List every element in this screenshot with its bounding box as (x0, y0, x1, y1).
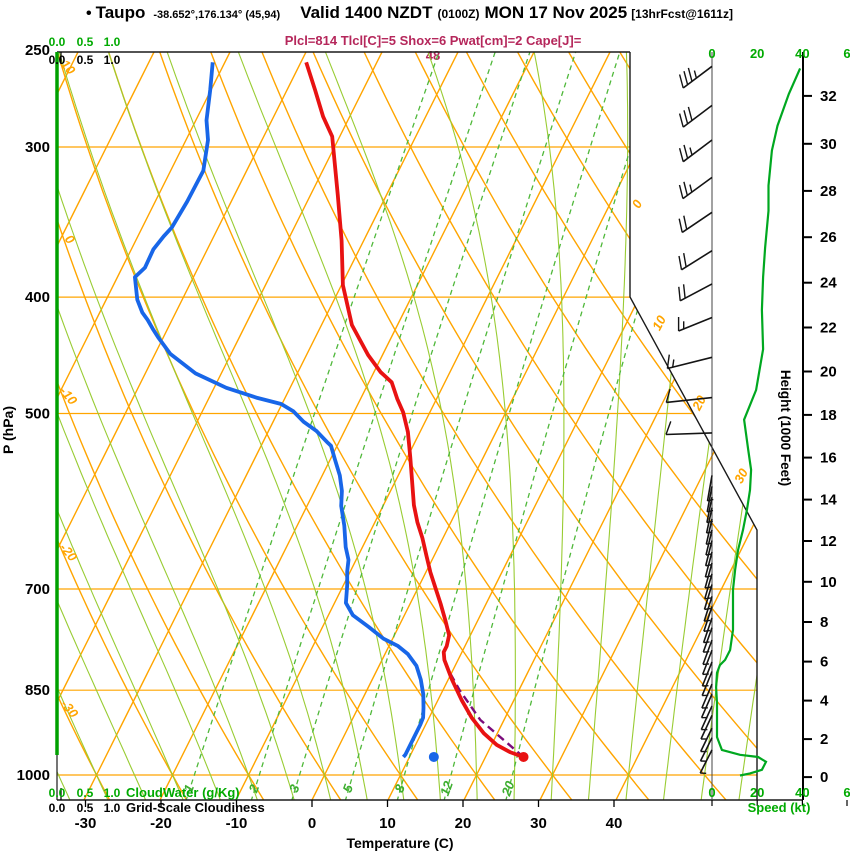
height-tick-label: 18 (820, 407, 837, 424)
mixing-ratio-label: 3 (286, 782, 303, 795)
height-tick-label: 20 (820, 364, 837, 381)
speed-tick-top: 40 (795, 46, 809, 61)
speed-axis-title: Speed (kt) (748, 800, 811, 815)
height-tick-label: 22 (820, 319, 837, 336)
height-tick-label: 8 (820, 614, 828, 631)
pressure-tick-label: 400 (25, 289, 50, 306)
height-tick-label: 28 (820, 183, 837, 200)
height-tick-label: 2 (820, 731, 828, 748)
pressure-tick-label: 1000 (17, 767, 50, 784)
valid-time: Valid 1400 NZDT (300, 3, 433, 22)
cloudwater-scale-top: 1.0 (104, 35, 121, 49)
surface-dewpoint-dot (428, 751, 439, 762)
cloudiness-scale-bottom: 1.0 (104, 801, 121, 815)
dry-adiabat-label: -30 (58, 697, 82, 722)
cloudwater-scale-bottom: 0.0 (49, 786, 66, 800)
speed-tick-top: 20 (750, 46, 764, 61)
height-tick-label: 10 (820, 574, 837, 591)
cloudiness-scale-top: 1.0 (104, 53, 121, 67)
wind-speed-curve (714, 67, 802, 777)
wind-barbs (665, 65, 714, 774)
pressure-tick-label: 300 (25, 139, 50, 156)
speed-tick-bottom: 6 (843, 785, 850, 800)
cloudiness-scale-top: 0.0 (49, 53, 66, 67)
speed-tick-bottom: 20 (750, 785, 764, 800)
isotherm-boundary-label: 30 (731, 465, 751, 485)
forecast-tag: [13hrFcst@1611z] (631, 7, 733, 21)
speed-tick-top: 6 (843, 46, 850, 61)
speed-tick-bottom: 40 (795, 785, 809, 800)
parcel-path (443, 659, 525, 758)
temperature-tick-label: -20 (150, 815, 172, 832)
surface-dots (428, 751, 529, 762)
temperature-tick-label: 30 (530, 815, 547, 832)
dewpoint-curve (133, 62, 426, 759)
pressure-tick-label: 700 (25, 581, 50, 598)
pressure-tick-label: 850 (25, 682, 50, 699)
mixing-ratio-label: 20 (498, 778, 518, 798)
height-tick-label: 16 (820, 450, 837, 467)
temperature-tick-label: -10 (226, 815, 248, 832)
cloudwater-scale-bottom: 1.0 (104, 786, 121, 800)
station-name: Taupo (95, 3, 146, 22)
height-axis-title: Height (1000 Feet) (778, 370, 793, 486)
cloudiness-scale-top: 0.5 (77, 53, 94, 67)
height-tick-label: 0 (820, 769, 828, 786)
mixing-ratio-label: 5 (339, 782, 356, 795)
height-tick-label: 12 (820, 533, 837, 550)
chart-title: • Taupo -38.652°,176.134° (45,94) Valid 140… (86, 3, 733, 23)
temperature-tick-label: 10 (379, 815, 396, 832)
temperature-tick-label: 20 (455, 815, 472, 832)
pressure-tick-label: 250 (25, 42, 50, 59)
height-tick-label: 6 (820, 654, 828, 671)
height-tick-label: 4 (820, 693, 829, 710)
cloudwater-scale-top: 0.5 (77, 35, 94, 49)
surface-temp-dot (518, 751, 529, 762)
dry-adiabat-label: -10 (57, 384, 81, 409)
dewpoint (133, 62, 426, 759)
height-tick-label: 24 (820, 275, 837, 292)
temperature (304, 61, 525, 759)
temperature-curve (304, 61, 525, 759)
station-coords: -38.652°,176.134° (45,94) (153, 9, 281, 21)
cloudwater-scale-top: 0.0 (49, 35, 66, 49)
cloudwater-axis-title: CloudWater (g/Kg) (126, 785, 240, 800)
height-tick-label: 32 (820, 88, 837, 105)
temperature-tick-label: 40 (606, 815, 623, 832)
speed-tick-top: 0 (708, 46, 715, 61)
cloudiness-scale-bottom: 0.5 (77, 801, 94, 815)
height-tick-label: 14 (820, 492, 837, 509)
height-tick-label: 26 (820, 229, 837, 246)
cloudiness-axis-title: Grid-Scale Cloudiness (126, 800, 265, 815)
temperature-tick-label: -30 (75, 815, 97, 832)
speed-tick-bottom: 0 (708, 785, 715, 800)
valid-utc: (0100Z) (437, 7, 480, 21)
temperature-axis-title: Temperature (C) (346, 835, 453, 851)
cloudiness-scale-bottom: 0.0 (49, 801, 66, 815)
pressure-tick-label: 500 (25, 405, 50, 422)
temperature-tick-label: 0 (308, 815, 316, 832)
plot-borders (56, 51, 804, 801)
pressure-axis-title: P (hPa) (0, 406, 16, 454)
thermo-grid (57, 52, 757, 800)
mixing-ratio-label: 12 (437, 778, 456, 797)
valid-date: MON 17 Nov 2025 (484, 3, 628, 22)
cloudwater-scale-bottom: 0.5 (77, 786, 94, 800)
station-bullet-icon: • (86, 5, 92, 22)
mixing-ratio-label: 1 (180, 782, 197, 794)
parcel (443, 659, 525, 758)
height-tick-label: 30 (820, 136, 837, 153)
isotherm-boundary-label: 0 (629, 196, 646, 210)
wind-speed (714, 67, 802, 777)
isotherm-boundary-label: 10 (649, 312, 669, 332)
